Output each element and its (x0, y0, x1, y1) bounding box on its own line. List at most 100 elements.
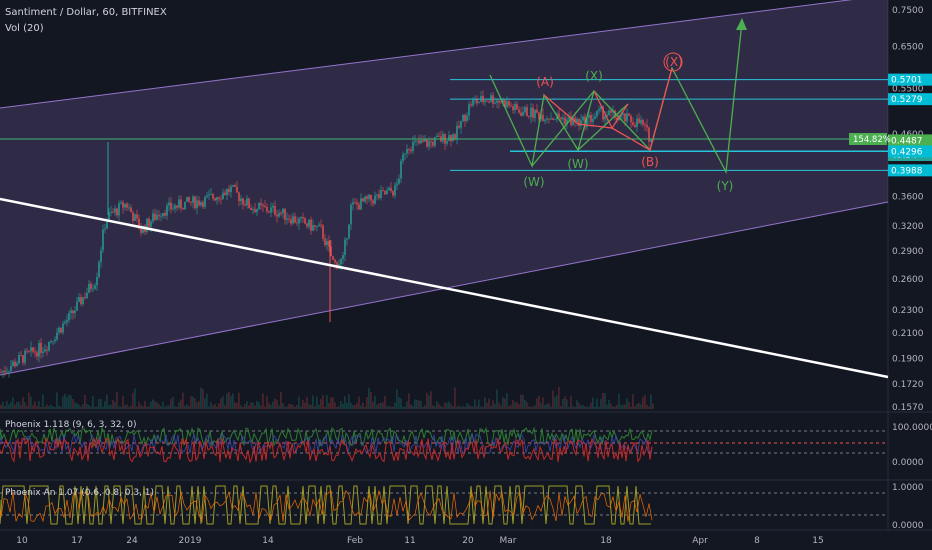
volume-bar (644, 395, 646, 409)
volume-bar (476, 406, 478, 409)
volume-bar (72, 399, 74, 409)
candle-body (126, 203, 128, 208)
candle-body (26, 350, 28, 352)
volume-bar (104, 401, 106, 409)
volume-bar (490, 405, 492, 409)
volume-bar (276, 399, 278, 409)
candle-body (180, 199, 182, 209)
volume-bar (570, 395, 572, 409)
volume-bar (192, 396, 194, 409)
volume-bar (74, 402, 76, 409)
volume-bar (312, 395, 314, 409)
volume-bar (140, 404, 142, 409)
candle-body (206, 195, 208, 197)
volume-bar (190, 396, 192, 409)
candle-body (46, 349, 48, 351)
candle-body (78, 297, 80, 302)
candle-body (278, 213, 280, 217)
candle-body (594, 116, 596, 119)
volume-bar (470, 406, 472, 409)
volume-bar (138, 401, 140, 409)
volume-bar (302, 399, 304, 409)
volume-bar (592, 397, 594, 409)
volume-bar (204, 398, 206, 409)
volume-bar (318, 404, 320, 409)
volume-bar (534, 405, 536, 409)
volume-bar (638, 403, 640, 409)
volume-bar (64, 393, 66, 409)
candle-body (410, 149, 412, 152)
volume-bar (56, 392, 58, 409)
candle-body (546, 118, 548, 120)
volume-bar (202, 389, 204, 409)
candle-body (352, 202, 354, 205)
volume-bar (222, 396, 224, 409)
volume-bar (238, 392, 240, 409)
volume-bar (146, 406, 148, 409)
candle-body (182, 208, 184, 210)
candle-body (624, 113, 626, 122)
candle-body (120, 202, 122, 204)
volume-bar (448, 401, 450, 409)
volume-bar (196, 402, 198, 409)
volume-bar (122, 395, 124, 409)
volume-bar (502, 397, 504, 409)
candle-body (544, 119, 546, 122)
candle-body (116, 208, 118, 216)
candle-body (532, 107, 534, 118)
volume-bar (426, 392, 428, 409)
candle-body (294, 216, 296, 223)
candle-body (526, 107, 528, 117)
candle-body (464, 114, 466, 121)
time-tick-label: 15 (812, 536, 823, 546)
candle-body (318, 224, 320, 227)
candle-body (108, 212, 110, 220)
volume-bar (564, 396, 566, 409)
volume-bar (640, 404, 642, 409)
volume-bar (198, 401, 200, 409)
volume-bar (176, 406, 178, 409)
candle-body (124, 203, 126, 208)
volume-bar (108, 405, 110, 409)
volume-bar (208, 406, 210, 409)
candle-body (228, 189, 230, 193)
descending-trendline (0, 197, 889, 379)
volume-bar (6, 400, 8, 409)
volume-bar (320, 399, 322, 409)
volume-bar (652, 403, 654, 409)
candle-body (324, 238, 326, 245)
volume-bar (232, 393, 234, 409)
volume-bar (406, 401, 408, 409)
volume-bar (310, 404, 312, 409)
volume-bar (562, 399, 564, 409)
candle-body (396, 183, 398, 186)
candle-body (232, 185, 234, 187)
volume-bar (226, 393, 228, 409)
candle-body (194, 196, 196, 209)
volume-bar (166, 405, 168, 409)
volume-bar (632, 394, 634, 409)
volume-bar (456, 406, 458, 409)
candle-body (498, 100, 500, 103)
price-tick-label: 0.2600 (892, 275, 924, 285)
volume-bar (136, 406, 138, 409)
volume-bar (484, 397, 486, 409)
candle-body (8, 370, 10, 372)
volume-bar (474, 399, 476, 409)
price-label-text: 0.3988 (891, 166, 923, 176)
volume-bar (398, 396, 400, 409)
volume-bar (396, 389, 398, 409)
volume-bar (524, 400, 526, 409)
candle-body (52, 341, 54, 342)
candle-body (590, 114, 592, 122)
volume-bar (282, 403, 284, 409)
candle-body (350, 204, 352, 225)
candle-body (260, 203, 262, 205)
volume-bar (608, 399, 610, 409)
candle-body (216, 197, 218, 201)
volume-bar (496, 389, 498, 409)
volume-bar (216, 406, 218, 409)
volume-bar (382, 402, 384, 409)
candle-body (600, 106, 602, 110)
